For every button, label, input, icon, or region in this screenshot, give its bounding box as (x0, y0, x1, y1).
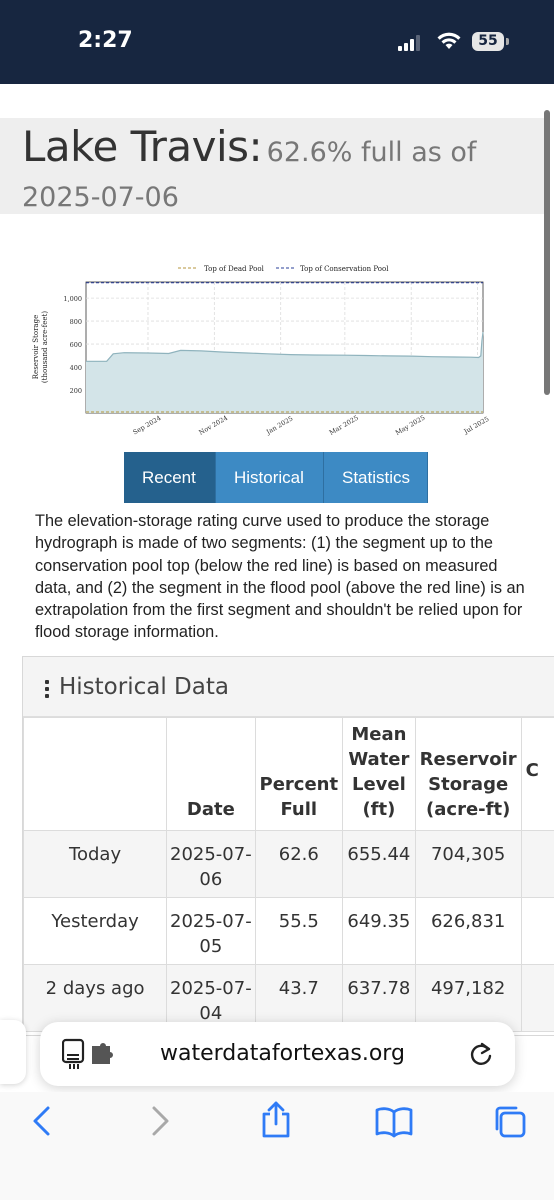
header-text: Mean (351, 724, 407, 745)
title-band (0, 118, 546, 214)
bookmarks-book-icon[interactable] (374, 1104, 414, 1138)
row-date: 2025-07- 04 (166, 964, 256, 1032)
table-row: Yesterday 2025-07- 05 55.5 649.35 626,83… (23, 897, 554, 965)
row-truncated-cell (520, 897, 554, 965)
forward-chevron-icon[interactable] (144, 1104, 174, 1138)
header-text: (acre-ft) (426, 799, 511, 820)
table-row: Today 2025-07- 06 62.6 655.44 704,305 (23, 830, 554, 898)
column-header-date: Date (166, 717, 256, 831)
column-header-water-level: Mean Water Level (ft) (342, 717, 416, 831)
row-percent-full: 62.6 (254, 830, 344, 898)
reload-icon[interactable] (468, 1040, 494, 1068)
storage-area (86, 332, 483, 413)
rating-curve-description: The elevation-storage rating curve used … (35, 512, 525, 642)
battery-tip (506, 38, 509, 45)
panel-title: Historical Data (59, 674, 229, 700)
header-text: Level (351, 774, 406, 795)
y-axis-label: (thousand acre-feet) (41, 311, 49, 383)
column-header-storage: Reservoir Storage (acre-ft) (414, 717, 522, 831)
row-storage: 704,305 (414, 830, 522, 898)
percent-full-text: 62.6% full as of (266, 137, 477, 168)
column-header-truncated: C (520, 717, 554, 831)
wifi-icon (437, 32, 461, 49)
reservoir-name: Lake Travis: (22, 122, 263, 171)
row-percent-full: 43.7 (254, 964, 344, 1032)
date-part: 2025-07- (170, 978, 252, 999)
cellular-signal-icon (398, 35, 424, 51)
battery-level: 55 (472, 32, 504, 51)
date-part: 05 (199, 936, 223, 957)
historical-table: Date Percent Full Mean Water Level (ft) … (23, 717, 554, 1032)
header-text: C (525, 760, 539, 781)
date-part: 2025-07- (170, 911, 252, 932)
x-tick-label: Jul 2025 (462, 415, 491, 436)
row-label: Today (23, 830, 168, 898)
chart-tabs: Recent Historical Statistics (124, 452, 428, 503)
header-text: Reservoir (419, 749, 517, 770)
row-truncated-cell (520, 964, 554, 1032)
y-tick-label: 800 (70, 318, 82, 326)
y-tick-label: 1,000 (63, 295, 82, 303)
back-chevron-icon[interactable] (28, 1104, 58, 1138)
storage-chart: 200 400 600 800 1,000 Sep 2024 Nov 2024 Jan 202… (32, 265, 491, 437)
row-label: 2 days ago (23, 964, 168, 1032)
column-header-label (23, 717, 168, 831)
share-icon[interactable] (258, 1100, 294, 1140)
reader-mode-icon[interactable] (62, 1038, 122, 1070)
tab-recent[interactable]: Recent (124, 452, 216, 503)
date-part: 04 (199, 1003, 223, 1024)
header-text: Water (348, 749, 410, 770)
tabs-icon[interactable] (492, 1104, 528, 1140)
row-date: 2025-07- 06 (166, 830, 256, 898)
row-water-level: 637.78 (342, 964, 416, 1032)
browser-toolbar (0, 1092, 554, 1200)
as-of-date: 2025-07-06 (22, 182, 179, 213)
date-part: 06 (199, 869, 223, 890)
header-text: (ft) (362, 799, 396, 820)
row-truncated-cell (520, 830, 554, 898)
y-tick-label: 200 (70, 387, 82, 395)
legend-label-conservation-pool: Top of Conservation Pool (300, 265, 389, 273)
header-text: Date (186, 799, 235, 820)
header-text: Storage (428, 774, 509, 795)
y-axis-label: Reservoir Storage (32, 315, 40, 379)
row-label: Yesterday (23, 897, 168, 965)
row-water-level: 649.35 (342, 897, 416, 965)
x-tick-label: Jan 2025 (264, 414, 294, 436)
x-tick-label: Mar 2025 (328, 414, 360, 437)
page-scrollbar[interactable] (544, 110, 550, 395)
row-storage: 497,182 (414, 964, 522, 1032)
row-percent-full: 55.5 (254, 897, 344, 965)
page-title: Lake Travis: 62.6% full as of (22, 122, 476, 171)
status-time: 2:27 (78, 28, 133, 53)
historical-data-panel: Historical Data Date Percent Full Mean W… (22, 656, 554, 1036)
url-text[interactable]: waterdatafortexas.org (160, 1041, 405, 1066)
status-bar: 2:27 55 (0, 0, 554, 84)
row-water-level: 655.44 (342, 830, 416, 898)
info-icon (45, 680, 49, 701)
table-header-row: Date Percent Full Mean Water Level (ft) … (23, 717, 554, 831)
x-tick-label: Sep 2024 (132, 414, 163, 436)
y-tick-label: 400 (70, 364, 82, 372)
previous-tab-edge[interactable] (0, 1020, 26, 1084)
column-header-percent-full: Percent Full (254, 717, 344, 831)
tab-statistics[interactable]: Statistics (324, 452, 428, 503)
table-row: 2 days ago 2025-07- 04 43.7 637.78 497,1… (23, 964, 554, 1032)
address-bar[interactable]: waterdatafortexas.org (40, 1022, 515, 1086)
legend-label-dead-pool: Top of Dead Pool (204, 265, 265, 273)
x-tick-label: May 2025 (394, 414, 426, 437)
x-tick-label: Nov 2024 (198, 414, 230, 437)
row-date: 2025-07- 05 (166, 897, 256, 965)
storage-line (86, 332, 484, 362)
header-text: Full (280, 799, 318, 820)
y-tick-label: 600 (70, 341, 82, 349)
date-part: 2025-07- (170, 844, 252, 865)
header-text: Percent (259, 774, 339, 795)
row-storage: 626,831 (414, 897, 522, 965)
panel-header: Historical Data (23, 657, 554, 717)
tab-historical[interactable]: Historical (216, 452, 324, 503)
